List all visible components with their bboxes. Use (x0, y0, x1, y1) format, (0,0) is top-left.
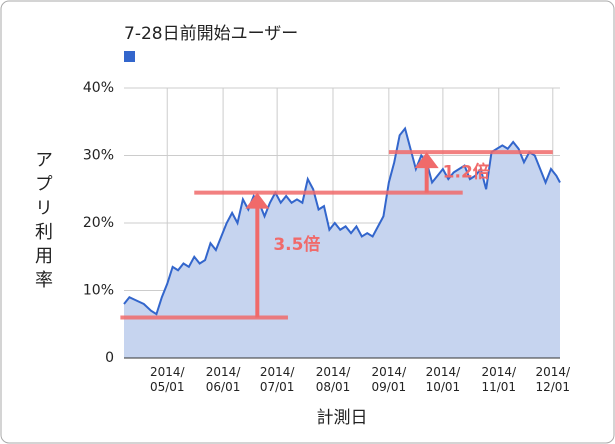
x-tick-label: 2014/07/01 (260, 365, 296, 394)
x-tick-label-part: 09/01 (372, 380, 407, 394)
annotation-label: 1.2倍 (443, 161, 490, 182)
x-tick-label-part: 11/01 (481, 380, 516, 394)
x-tick-label-part: 12/01 (535, 380, 570, 394)
x-tick-label-part: 05/01 (150, 380, 185, 394)
y-tick-label: 20% (83, 215, 114, 231)
x-tick-label-part: 2014/ (481, 365, 517, 379)
x-tick-label: 2014/12/01 (535, 365, 571, 394)
x-tick-label: 2014/06/01 (206, 365, 242, 394)
area (124, 128, 560, 358)
x-tick-label-part: 06/01 (206, 380, 241, 394)
x-tick-label: 2014/09/01 (372, 365, 408, 394)
arrow-head (245, 192, 270, 209)
x-axis-label: 計測日 (317, 408, 368, 428)
x-tick-label-part: 2014/ (150, 365, 186, 379)
legend-swatch (124, 51, 135, 62)
y-axis-label: アプリ利用率 (32, 150, 53, 294)
x-tick-label-part: 07/01 (260, 380, 295, 394)
x-tick-label-part: 2014/ (206, 365, 242, 379)
y-tick-label: 40% (83, 80, 114, 96)
y-tick-label: 0 (105, 350, 114, 366)
x-tick-label-part: 08/01 (316, 380, 351, 394)
y-tick-label: 10% (83, 283, 114, 299)
y-tick-label: 30% (83, 148, 114, 164)
legend-label: 7-28日前開始ユーザー (124, 24, 298, 44)
x-tick-label: 2014/05/01 (150, 365, 186, 394)
x-tick-label: 2014/10/01 (426, 365, 462, 394)
x-tick-label-part: 2014/ (260, 365, 296, 379)
annotation-label: 3.5倍 (273, 234, 320, 255)
x-tick-label-part: 10/01 (426, 380, 461, 394)
line (123, 126, 561, 316)
x-tick-label-part: 2014/ (535, 365, 571, 379)
arrow-head (414, 152, 439, 169)
x-tick-label-part: 2014/ (426, 365, 462, 379)
x-tick-label: 2014/11/01 (481, 365, 517, 394)
x-tick-label-part: 2014/ (372, 365, 408, 379)
x-tick-label: 2014/08/01 (316, 365, 352, 394)
x-tick-label-part: 2014/ (316, 365, 352, 379)
